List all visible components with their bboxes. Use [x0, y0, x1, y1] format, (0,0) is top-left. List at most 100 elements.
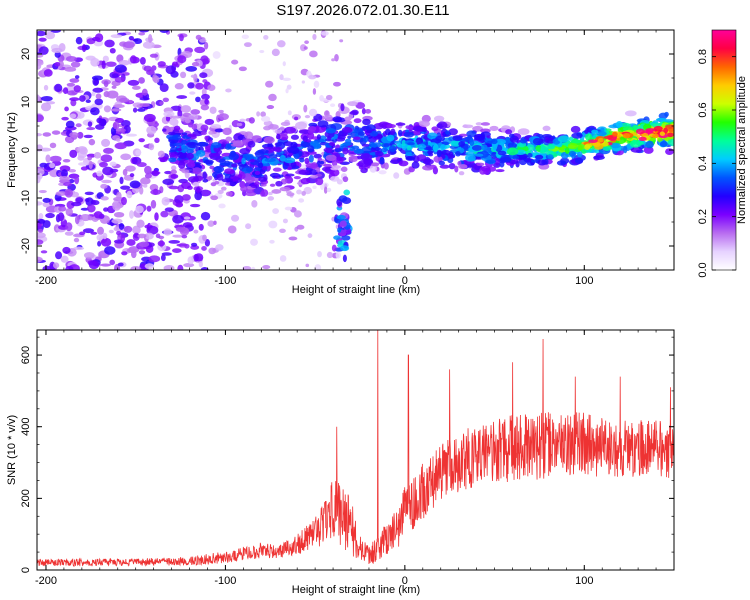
- heatmap-cell: [164, 207, 174, 212]
- heatmap-cell: [172, 61, 179, 67]
- heatmap-cell: [241, 157, 246, 165]
- heatmap-cell: [172, 248, 182, 253]
- heatmap-cell: [527, 144, 535, 151]
- heatmap-cell: [658, 112, 668, 120]
- heatmap-cell: [591, 129, 599, 134]
- heatmap-cell: [157, 61, 166, 67]
- snr-y-ticks: 0 200 400 600: [20, 336, 674, 573]
- heatmap-cell: [271, 48, 280, 57]
- heatmap-cell: [187, 161, 196, 168]
- heatmap-cell: [177, 264, 184, 270]
- heatmap-cell: [365, 129, 373, 134]
- heatmap-cell: [96, 234, 103, 241]
- heatmap-cell: [282, 61, 286, 67]
- heatmap-cell: [207, 220, 215, 227]
- heatmap-cell: [282, 77, 291, 82]
- heatmap-cell: [118, 223, 125, 230]
- heatmap-cell: [173, 125, 181, 131]
- heatmap-cell: [283, 157, 296, 164]
- heatmap-cell: [201, 93, 210, 100]
- heatmap-cell: [361, 146, 372, 153]
- colorbar-tick-label: 0.6: [697, 102, 709, 117]
- heatmap-cell: [564, 147, 570, 154]
- heatmap-cell: [195, 82, 204, 90]
- heatmap-cell: [208, 175, 213, 180]
- heatmap-cell: [141, 88, 148, 96]
- heatmap-cell: [383, 162, 389, 170]
- heatmap-cell: [112, 202, 121, 211]
- heatmap-cell: [93, 211, 103, 219]
- heatmap-cell: [351, 145, 360, 150]
- heatmap-cell: [238, 66, 247, 72]
- heatmap-cell: [74, 175, 80, 185]
- heatmap-cell: [353, 118, 362, 124]
- heatmap-cell: [146, 225, 159, 235]
- heatmap-cell: [122, 168, 128, 176]
- heatmap-cell: [92, 87, 104, 93]
- heatmap-cell: [139, 56, 146, 65]
- heatmap-cell: [342, 254, 347, 263]
- heatmap-cell: [170, 169, 177, 175]
- heatmap-cell: [192, 181, 200, 187]
- heatmap-cell: [184, 116, 191, 124]
- heatmap-cell: [659, 141, 668, 148]
- heatmap-cell: [540, 145, 545, 153]
- heatmap-cell: [612, 131, 618, 137]
- heatmap-cell: [73, 237, 80, 243]
- heatmap-cell: [232, 140, 244, 147]
- heatmap-cell: [416, 154, 427, 162]
- heatmap-cell: [162, 128, 167, 132]
- heatmap-cell: [489, 125, 499, 131]
- heatmap-cell: [86, 127, 96, 131]
- heatmap-cell: [200, 55, 209, 64]
- heatmap-cell: [123, 41, 135, 49]
- heatmap-ytick-label: -10: [20, 190, 32, 206]
- heatmap-cell: [334, 148, 342, 153]
- heatmap-cell: [436, 149, 442, 158]
- heatmap-cell: [210, 124, 222, 129]
- heatmap-cell: [65, 55, 77, 62]
- heatmap-cell: [127, 79, 140, 86]
- heatmap-cell: [194, 191, 203, 201]
- heatmap-cell: [275, 180, 283, 187]
- heatmap-cell: [88, 138, 96, 146]
- heatmap-cell: [195, 34, 202, 40]
- heatmap-cell: [473, 133, 485, 141]
- heatmap-cell: [241, 34, 250, 40]
- heatmap-cell: [172, 134, 182, 141]
- heatmap-cell: [239, 148, 251, 155]
- heatmap-cell: [340, 245, 350, 252]
- heatmap-cell: [221, 178, 234, 183]
- heatmap-cell: [665, 124, 674, 129]
- heatmap-cell: [506, 147, 519, 156]
- heatmap-cell: [452, 135, 463, 142]
- heatmap-cell: [94, 33, 104, 43]
- heatmap-cell: [480, 144, 488, 151]
- heatmap-cell: [638, 136, 647, 142]
- heatmap-cell: [469, 138, 475, 147]
- heatmap-cell: [262, 163, 271, 167]
- heatmap-cell: [105, 61, 117, 67]
- heatmap-cell: [109, 47, 116, 54]
- heatmap-cell: [99, 161, 108, 168]
- heatmap-cell: [188, 114, 199, 120]
- heatmap-cell: [76, 111, 85, 119]
- heatmap-cell: [204, 98, 209, 105]
- heatmap-cell: [63, 182, 72, 187]
- heatmap-cell: [527, 152, 533, 158]
- heatmap-cell: [655, 117, 667, 122]
- heatmap-cell: [355, 102, 366, 109]
- colorbar-tick-label: 0.8: [697, 49, 709, 64]
- heatmap-cell: [310, 162, 318, 170]
- heatmap-cell: [263, 146, 274, 151]
- heatmap-cell: [189, 203, 201, 208]
- heatmap-cell: [317, 250, 322, 258]
- heatmap-cell: [94, 98, 104, 106]
- heatmap-cell: [109, 168, 119, 173]
- heatmap-cell: [348, 155, 358, 163]
- heatmap-cell: [341, 235, 351, 241]
- heatmap-cell: [568, 136, 574, 142]
- heatmap-cell: [290, 161, 297, 169]
- heatmap-cell: [79, 231, 86, 236]
- heatmap-cell: [100, 183, 108, 189]
